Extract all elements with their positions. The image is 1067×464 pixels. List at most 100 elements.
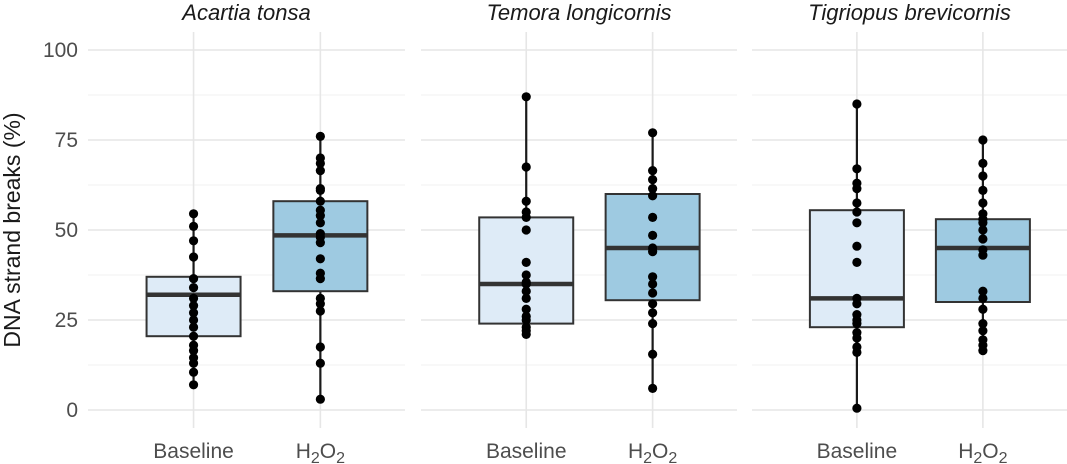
data-point	[978, 326, 988, 336]
x-tick-label: H2O2	[296, 440, 345, 464]
box-group	[272, 131, 369, 404]
facet-title: Acartia tonsa	[180, 0, 310, 25]
data-point	[978, 293, 988, 303]
data-point	[315, 211, 325, 221]
data-point	[852, 164, 862, 174]
data-point	[852, 319, 862, 329]
data-point	[521, 279, 531, 289]
data-point	[315, 238, 325, 248]
data-point	[978, 346, 988, 356]
data-point	[978, 171, 988, 181]
data-point	[648, 212, 658, 222]
data-point	[188, 367, 199, 377]
x-tick-label: Baseline	[153, 440, 234, 463]
data-point	[521, 92, 531, 102]
data-point	[852, 198, 862, 208]
data-point	[521, 257, 531, 267]
data-point	[648, 308, 658, 318]
data-point	[315, 185, 325, 195]
data-point	[648, 191, 658, 201]
data-point	[521, 212, 531, 222]
data-point	[521, 315, 531, 325]
data-point	[188, 236, 199, 246]
data-point	[188, 252, 199, 262]
y-tick-label: 0	[66, 399, 78, 422]
data-point	[188, 274, 199, 284]
data-point	[648, 166, 658, 176]
box-group	[808, 99, 905, 413]
data-point	[315, 166, 325, 176]
data-point	[188, 308, 199, 318]
facet-title: Tigriopus brevicornis	[808, 0, 1011, 25]
data-point	[852, 99, 862, 109]
data-point	[978, 218, 988, 228]
data-point	[315, 342, 325, 352]
data-point	[852, 403, 862, 413]
data-point	[315, 158, 325, 168]
data-point	[648, 184, 658, 194]
data-point	[648, 299, 658, 309]
facet-panel: Acartia tonsa Baseline H2O2	[88, 0, 405, 464]
data-point	[648, 230, 658, 240]
data-point	[852, 299, 862, 309]
data-point	[852, 257, 862, 267]
data-point	[521, 196, 531, 206]
data-point	[188, 283, 199, 293]
data-point	[648, 383, 658, 393]
data-point	[315, 358, 325, 368]
facet-title: Temora longicornis	[486, 0, 671, 25]
y-tick-label: 25	[55, 309, 78, 332]
data-point	[521, 162, 531, 172]
data-point	[315, 254, 325, 264]
x-tick-label: H2O2	[958, 440, 1007, 464]
data-point	[315, 274, 325, 284]
data-point	[521, 293, 531, 303]
data-point	[315, 196, 325, 206]
x-tick-label: Baseline	[486, 440, 567, 463]
data-point	[315, 299, 325, 309]
data-point	[188, 315, 199, 325]
data-point	[852, 218, 862, 228]
data-point	[852, 184, 862, 194]
x-tick-label: H2O2	[628, 440, 677, 464]
data-point	[978, 234, 988, 244]
data-point	[315, 131, 325, 141]
data-point	[188, 380, 199, 390]
y-tick-label: 50	[55, 219, 78, 242]
data-point	[648, 349, 658, 359]
data-point	[648, 272, 658, 282]
x-tick-label: Baseline	[817, 440, 898, 463]
data-point	[648, 279, 658, 289]
data-point	[978, 286, 988, 296]
data-point	[188, 358, 199, 368]
facet-panel: Temora longicornis Baseline H2O2	[421, 0, 737, 464]
data-point	[648, 247, 658, 257]
data-point	[315, 218, 325, 228]
data-point	[978, 225, 988, 235]
data-point	[978, 304, 988, 314]
data-point	[315, 394, 325, 404]
data-point	[315, 306, 325, 316]
data-point	[648, 319, 658, 329]
data-point	[188, 346, 199, 356]
data-point	[852, 347, 862, 357]
data-point	[978, 158, 988, 168]
data-point	[648, 175, 658, 185]
data-point	[521, 286, 531, 296]
data-point	[978, 185, 988, 195]
box-group	[478, 92, 575, 339]
data-point	[521, 329, 531, 339]
data-point	[978, 319, 988, 329]
data-point	[648, 288, 658, 298]
data-point	[188, 293, 199, 303]
data-point	[521, 270, 531, 280]
data-point	[978, 198, 988, 208]
data-point	[188, 301, 199, 311]
box-group	[145, 209, 242, 390]
data-point	[188, 322, 199, 332]
data-point	[852, 241, 862, 251]
box-group	[934, 135, 1031, 356]
data-point	[521, 304, 531, 314]
